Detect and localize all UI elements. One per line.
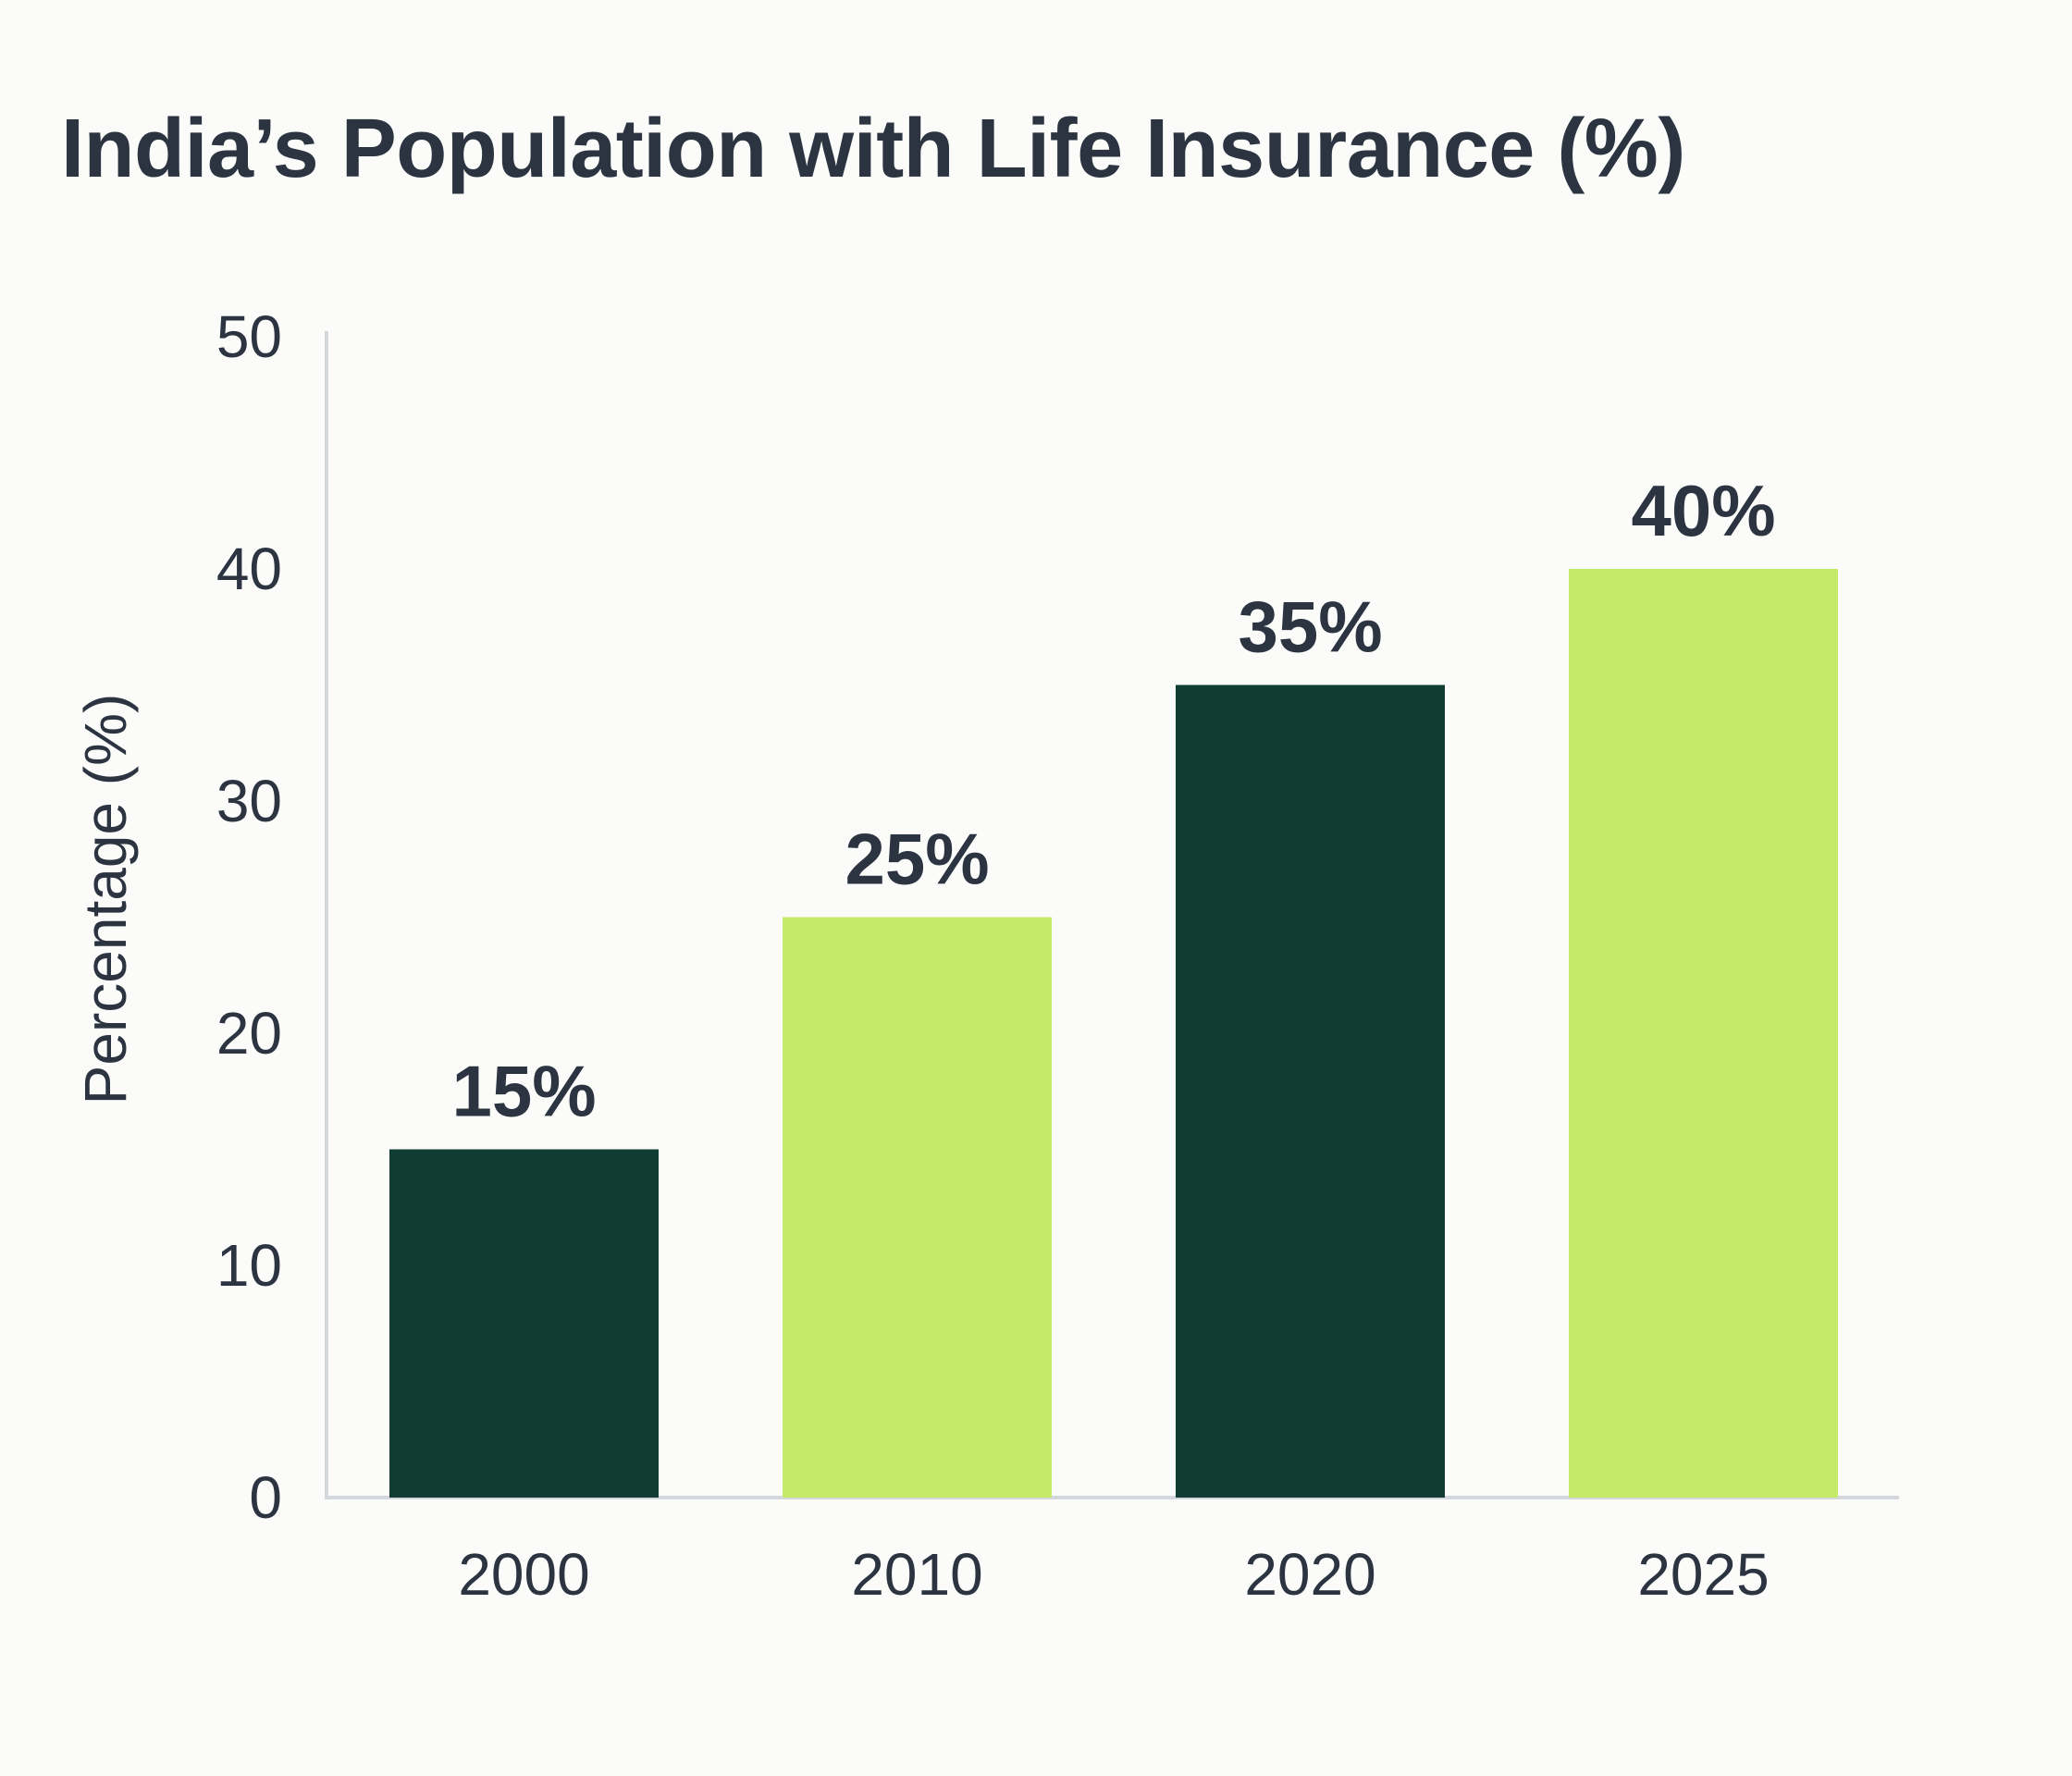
- y-tick-label: 0: [249, 1464, 282, 1531]
- value-label: 35%: [1238, 586, 1382, 668]
- y-tick-label: 20: [216, 1000, 282, 1067]
- bar-2020: [1176, 684, 1445, 1498]
- bar-2010: [783, 917, 1052, 1498]
- y-tick-label: 40: [216, 536, 282, 602]
- y-tick-label: 50: [216, 303, 282, 370]
- bar-2025: [1569, 569, 1838, 1498]
- value-label: 40%: [1631, 470, 1775, 551]
- chart-title: India’s Population with Life Insurance (…: [61, 103, 1685, 195]
- bar-2000: [389, 1149, 659, 1498]
- x-tick-label: 2025: [1637, 1541, 1769, 1608]
- value-label: 15%: [451, 1051, 596, 1132]
- x-tick-label: 2020: [1244, 1541, 1375, 1608]
- x-tick-label: 2010: [851, 1541, 982, 1608]
- y-tick-label: 10: [216, 1232, 282, 1299]
- y-axis-label: Percentage (%): [72, 694, 139, 1105]
- y-tick-label: 30: [216, 768, 282, 834]
- x-tick-label: 2000: [458, 1541, 589, 1608]
- value-label: 25%: [845, 819, 989, 900]
